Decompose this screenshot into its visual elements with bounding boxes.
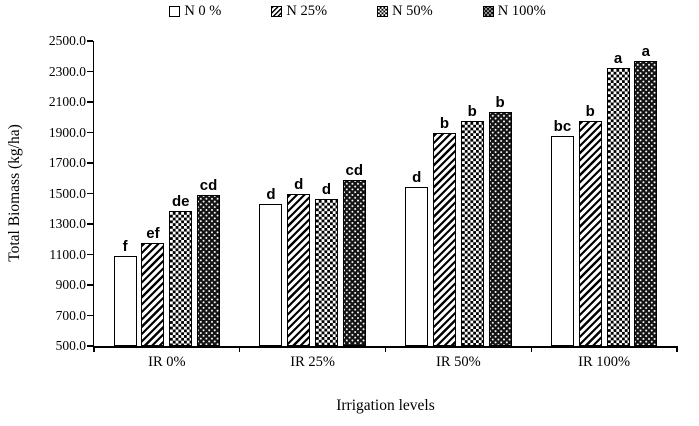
y-tick-mark bbox=[86, 70, 93, 73]
legend-item-plain: N 0 % bbox=[169, 3, 221, 20]
bar-IR50-N0 bbox=[405, 186, 429, 346]
bar-IR0-N0 bbox=[113, 256, 137, 346]
x-axis-line bbox=[92, 346, 677, 348]
bar-IR0-N25 bbox=[141, 243, 165, 346]
bar-IR100-N0 bbox=[550, 135, 574, 346]
y-tick-label: 500.0 bbox=[55, 338, 86, 353]
x-tick-mark bbox=[239, 346, 241, 352]
legend-item-diagonal: N 25% bbox=[271, 3, 327, 20]
legend-swatch-plain-icon bbox=[169, 6, 181, 17]
x-category-label: IR 0% bbox=[148, 354, 186, 370]
x-axis-title: Irrigation levels bbox=[336, 397, 435, 414]
y-tick-label: 1900.0 bbox=[48, 124, 86, 140]
x-category-label: IR 25% bbox=[290, 354, 335, 370]
significance-label: d bbox=[266, 186, 276, 204]
bar-IR25-N100 bbox=[342, 179, 366, 346]
bar-IR25-N25 bbox=[287, 193, 311, 346]
y-axis-title: Total Biomass (kg/ha) bbox=[6, 124, 23, 262]
bar-IR50-N25 bbox=[432, 132, 456, 346]
y-tick-mark bbox=[86, 223, 93, 225]
y-tick-mark bbox=[86, 284, 93, 286]
x-tick-mark bbox=[676, 346, 678, 352]
y-tick-label: 2100.0 bbox=[48, 94, 86, 109]
significance-label: d bbox=[412, 168, 422, 186]
bar-IR25-N50 bbox=[315, 198, 339, 346]
y-tick-label: 1300.0 bbox=[48, 216, 86, 231]
x-tick-mark bbox=[530, 346, 532, 352]
y-tick-label: 2500.0 bbox=[48, 33, 86, 48]
significance-label: b bbox=[439, 114, 450, 132]
x-axis-category-labels: IR 0% IR 25% IR 50% IR 100% bbox=[94, 353, 677, 371]
y-tick-mark bbox=[86, 253, 93, 256]
legend-swatch-checker-icon bbox=[377, 6, 389, 17]
bar-IR50-N100 bbox=[488, 111, 512, 346]
significance-label: cd bbox=[345, 161, 364, 179]
plot-area: f ef de cd d d d cd d b b b bc b a a bbox=[86, 40, 678, 352]
y-tick-mark bbox=[86, 40, 93, 42]
y-axis-line bbox=[92, 41, 94, 348]
bar-IR0-N100 bbox=[197, 195, 221, 346]
y-tick-label: 700.0 bbox=[55, 307, 86, 323]
significance-label: ef bbox=[146, 225, 160, 243]
legend-label: N 0 % bbox=[184, 3, 222, 19]
y-tick-mark bbox=[86, 131, 93, 134]
significance-label: b bbox=[585, 103, 595, 121]
significance-label: a bbox=[641, 42, 650, 60]
significance-label: d bbox=[294, 175, 304, 193]
y-tick-mark bbox=[86, 345, 93, 347]
bar-IR100-N50 bbox=[606, 67, 630, 346]
y-tick-label: 1700.0 bbox=[48, 155, 86, 170]
legend-label: N 50% bbox=[392, 3, 433, 19]
legend-label: N 100% bbox=[497, 3, 546, 19]
x-tick-mark bbox=[384, 346, 387, 352]
y-tick-mark bbox=[86, 192, 93, 195]
bar-IR25-N0 bbox=[259, 204, 283, 346]
y-tick-mark bbox=[86, 162, 93, 164]
legend-item-dots: N 100% bbox=[482, 3, 546, 20]
y-tick-label: 900.0 bbox=[55, 277, 86, 292]
significance-label: d bbox=[321, 180, 332, 198]
bar-IR100-N25 bbox=[578, 121, 602, 346]
legend-item-checker: N 50% bbox=[377, 3, 433, 20]
x-tick-mark bbox=[93, 346, 95, 352]
y-tick-mark bbox=[86, 101, 93, 103]
legend-swatch-diagonal-icon bbox=[271, 6, 283, 17]
bar-IR50-N50 bbox=[460, 121, 484, 346]
significance-label: cd bbox=[199, 177, 218, 195]
y-tick-mark bbox=[86, 314, 93, 317]
y-axis-tick-labels: 2500.0 2300.0 2100.0 1900.0 1700.0 1500.0 1300… bbox=[28, 33, 86, 353]
bar-IR0-N50 bbox=[169, 211, 193, 346]
legend-swatch-dots-icon bbox=[482, 6, 494, 17]
x-category-label: IR 50% bbox=[436, 354, 481, 370]
y-tick-label: 1500.0 bbox=[48, 185, 86, 201]
significance-label: f bbox=[122, 238, 128, 256]
chart-legend: N 0 % N 25% N 50% N 100% bbox=[0, 3, 699, 20]
significance-label: a bbox=[613, 49, 623, 67]
legend-label: N 25% bbox=[286, 3, 328, 19]
y-tick-label: 1100.0 bbox=[49, 246, 86, 262]
significance-label: bc bbox=[553, 117, 572, 135]
significance-label: b bbox=[495, 93, 505, 111]
significance-label: de bbox=[172, 193, 190, 211]
significance-label: b bbox=[467, 103, 477, 121]
x-category-label: IR 100% bbox=[578, 354, 631, 370]
y-tick-label: 2300.0 bbox=[48, 63, 86, 79]
bar-IR100-N100 bbox=[634, 60, 658, 346]
